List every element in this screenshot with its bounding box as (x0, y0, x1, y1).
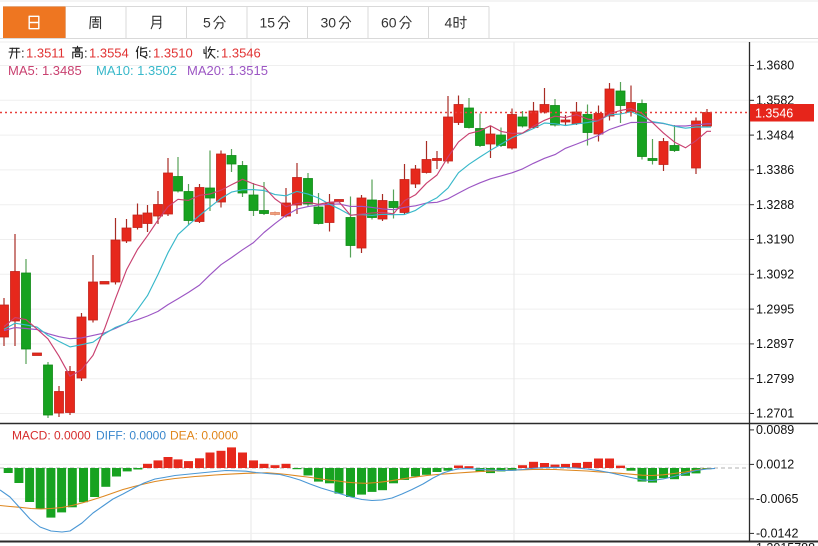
svg-text:MACD: 0.0000: MACD: 0.0000 (12, 429, 91, 443)
svg-text:1.2897: 1.2897 (756, 337, 794, 351)
svg-text:1.3288: 1.3288 (756, 198, 794, 212)
svg-text:0.0012: 0.0012 (756, 458, 794, 472)
svg-text:1.3092: 1.3092 (756, 268, 794, 282)
svg-text:1.3386: 1.3386 (756, 163, 794, 177)
svg-text:0.0089: 0.0089 (756, 423, 794, 437)
svg-text:DEA: 0.0000: DEA: 0.0000 (170, 429, 238, 443)
svg-text:1.3680: 1.3680 (756, 59, 794, 73)
svg-text:1.3190: 1.3190 (756, 233, 794, 247)
svg-text:1.3546: 1.3546 (755, 107, 793, 121)
svg-text:15: 15 (260, 15, 276, 31)
svg-text:1.2015788: 1.2015788 (756, 541, 815, 546)
svg-text:1.3484: 1.3484 (756, 128, 794, 142)
svg-text:MA10: 1.3502: MA10: 1.3502 (96, 63, 177, 78)
svg-text:-0.0142: -0.0142 (756, 527, 798, 541)
svg-text:60: 60 (381, 15, 397, 31)
svg-text:1.2799: 1.2799 (756, 372, 794, 386)
svg-text::: : (216, 46, 220, 61)
svg-text:DIFF: 0.0000: DIFF: 0.0000 (96, 429, 166, 443)
svg-text:4: 4 (445, 15, 453, 31)
svg-text:30: 30 (321, 15, 337, 31)
svg-text::: : (21, 46, 25, 61)
svg-text::: : (148, 46, 152, 61)
svg-text:MA5: 1.3485: MA5: 1.3485 (8, 63, 82, 78)
svg-text:5: 5 (203, 15, 211, 31)
svg-text:1.2701: 1.2701 (756, 407, 794, 421)
svg-text:1.3546: 1.3546 (221, 46, 261, 61)
svg-text::: : (84, 46, 88, 61)
svg-text:1.3510: 1.3510 (153, 46, 193, 61)
svg-text:-0.0065: -0.0065 (756, 492, 798, 506)
svg-text:1.2995: 1.2995 (756, 302, 794, 316)
svg-text:1.3511: 1.3511 (26, 46, 65, 61)
svg-text:MA20: 1.3515: MA20: 1.3515 (187, 63, 268, 78)
svg-text:1.3554: 1.3554 (89, 46, 129, 61)
